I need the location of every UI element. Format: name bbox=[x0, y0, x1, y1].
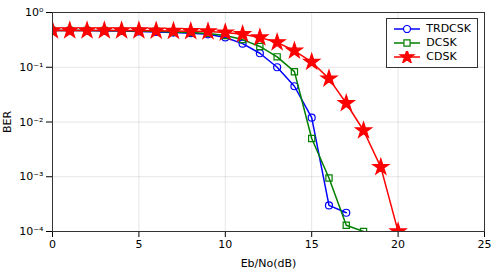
svg-text:10⁻⁴: 10⁻⁴ bbox=[19, 225, 44, 238]
svg-text:10⁻²: 10⁻² bbox=[19, 116, 43, 129]
svg-text:10⁰: 10⁰ bbox=[25, 6, 44, 19]
svg-text:25: 25 bbox=[478, 238, 492, 251]
svg-text:10⁻¹: 10⁻¹ bbox=[19, 61, 43, 74]
svg-text:15: 15 bbox=[305, 238, 319, 251]
svg-text:BER: BER bbox=[1, 111, 14, 133]
svg-text:5: 5 bbox=[135, 238, 142, 251]
svg-text:10: 10 bbox=[218, 238, 232, 251]
svg-text:20: 20 bbox=[391, 238, 405, 251]
html-text:CDSK: CDSK bbox=[426, 50, 457, 63]
svg-text:10⁻³: 10⁻³ bbox=[19, 170, 43, 183]
html-text:DCSK: DCSK bbox=[426, 36, 457, 49]
svg-text:Eb/No(dB): Eb/No(dB) bbox=[241, 257, 297, 269]
svg-text:0: 0 bbox=[49, 238, 56, 251]
html-text:TRDCSK: TRDCSK bbox=[426, 22, 471, 35]
